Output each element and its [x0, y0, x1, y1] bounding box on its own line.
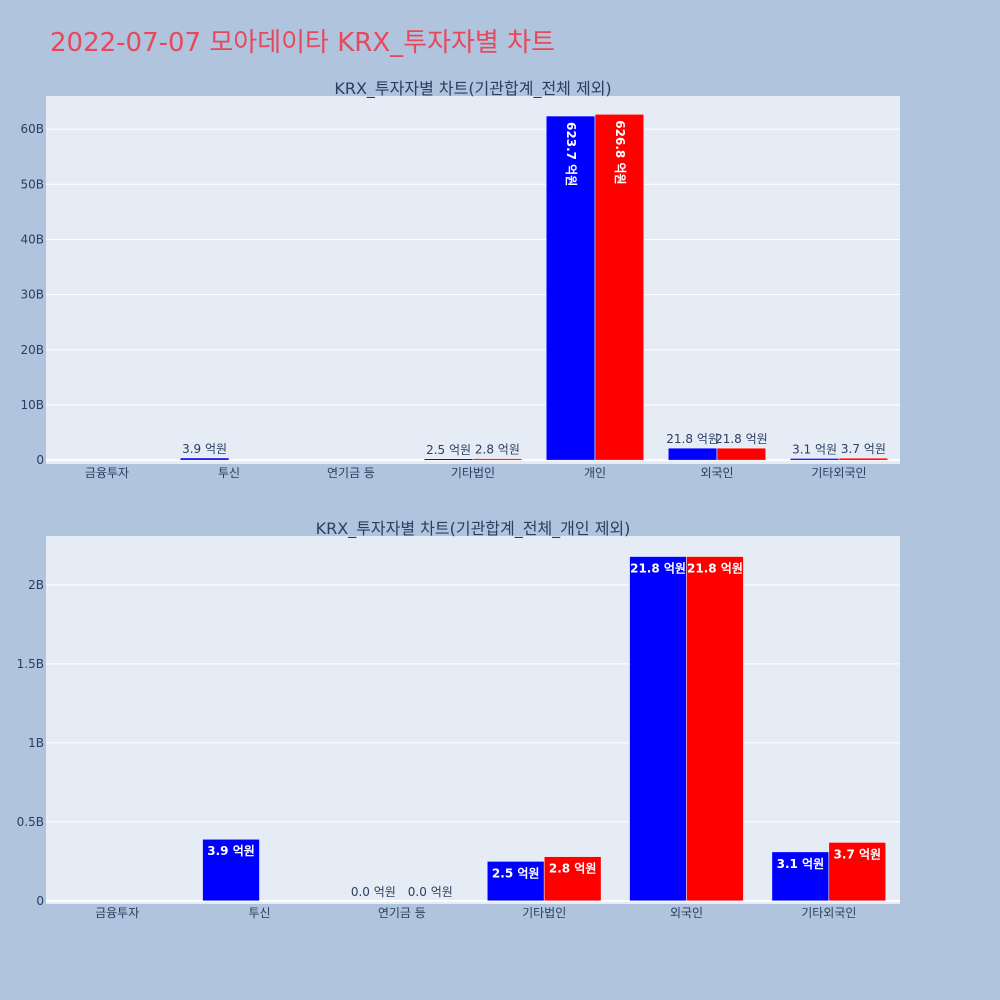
x-tick-label: 외국인	[700, 466, 733, 480]
data-label: 3.1 억원	[777, 857, 825, 871]
bar[interactable]	[789, 458, 840, 461]
x-tick-label: 기타외국인	[801, 906, 856, 920]
x-tick-label: 투신	[218, 466, 240, 480]
data-label: 21.8 억원	[715, 432, 768, 446]
data-label: 623.7 억원	[564, 122, 578, 186]
x-tick-label: 기타법인	[522, 906, 566, 920]
bar[interactable]	[486, 861, 545, 902]
y-tick-label: 0.5B	[17, 815, 44, 829]
y-tick-label: 0	[36, 453, 44, 467]
data-label: 3.7 억원	[841, 442, 886, 456]
data-label: 2.8 억원	[549, 862, 597, 876]
data-label: 626.8 억원	[613, 120, 627, 184]
y-tick-label: 0	[36, 894, 44, 908]
y-tick-label: 30B	[20, 288, 44, 302]
y-tick-label: 60B	[20, 122, 44, 136]
data-label: 3.1 억원	[792, 442, 837, 456]
data-label: 0.0 억원	[408, 885, 453, 899]
bar[interactable]	[545, 115, 596, 461]
bar[interactable]	[686, 556, 744, 902]
data-label: 0.0 억원	[351, 885, 396, 899]
y-tick-label: 10B	[20, 398, 44, 412]
data-label: 21.8 억원	[687, 562, 743, 576]
plot-area	[46, 536, 900, 904]
x-tick-label: 기타외국인	[811, 466, 866, 480]
x-tick-label: 투신	[248, 906, 270, 920]
data-label: 3.9 억원	[182, 442, 227, 456]
bar[interactable]	[838, 457, 889, 461]
data-label: 21.8 억원	[666, 432, 719, 446]
y-tick-label: 1.5B	[17, 657, 44, 671]
bar[interactable]	[472, 458, 523, 461]
chart-2: 0 0.5B 1B 1.5B 2B KRX_투자자별 차트(기관합계_전체_개인 제외) 금…	[17, 519, 900, 920]
x-tick-label: 개인	[584, 466, 606, 480]
x-tick-label: 금융투자	[85, 466, 129, 480]
y-tick-label: 20B	[20, 343, 44, 357]
bar[interactable]	[543, 856, 602, 902]
x-tick-label: 연기금 등	[378, 906, 426, 920]
y-tick-label: 1B	[28, 736, 44, 750]
bar[interactable]	[667, 447, 718, 461]
x-tick-label: 기타법인	[451, 466, 495, 480]
bar[interactable]	[594, 114, 645, 461]
chart-1: 0 10B 20B 30B 40B 50B 60B KRX_투자자별 차트(기관합계_전체 제…	[20, 79, 900, 480]
plot-area	[46, 96, 900, 464]
data-label: 3.7 억원	[834, 847, 882, 861]
data-label: 3.9 억원	[207, 844, 255, 858]
data-label: 2.5 억원	[426, 443, 471, 457]
page-title: 2022-07-07 모아데이타 KRX_투자자별 차트	[50, 28, 555, 58]
bar[interactable]	[179, 457, 230, 461]
x-tick-label: 외국인	[670, 906, 703, 920]
bar[interactable]	[771, 851, 830, 902]
y-tick-label: 50B	[20, 177, 44, 191]
y-tick-label: 40B	[20, 232, 44, 246]
x-tick-label: 연기금 등	[327, 466, 375, 480]
y-tick-label: 2B	[28, 578, 44, 592]
chart-title: KRX_투자자별 차트(기관합계_전체 제외)	[334, 79, 611, 99]
bar[interactable]	[629, 556, 687, 902]
x-tick-label: 금융투자	[95, 906, 139, 920]
data-label: 2.8 억원	[475, 443, 520, 457]
data-label: 2.5 억원	[492, 866, 540, 880]
data-label: 21.8 억원	[630, 562, 686, 576]
bar[interactable]	[716, 447, 767, 461]
bar[interactable]	[423, 458, 474, 461]
bar[interactable]	[828, 842, 887, 902]
chart-title: KRX_투자자별 차트(기관합계_전체_개인 제외)	[316, 519, 631, 539]
bar[interactable]	[202, 838, 260, 902]
